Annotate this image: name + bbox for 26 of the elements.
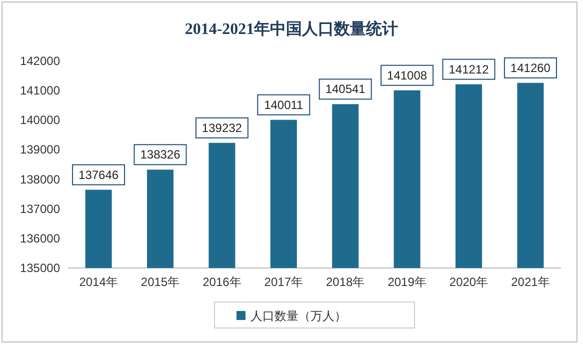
- y-tick-label: 138000: [20, 172, 60, 186]
- legend-label: 人口数量（万人）: [250, 309, 346, 323]
- y-tick-label: 136000: [20, 231, 60, 246]
- y-tick-label: 137000: [20, 202, 60, 216]
- data-label: 138326: [140, 148, 181, 162]
- chart-title: 2014-2021年中国人口数量统计: [184, 20, 398, 38]
- data-label: 140541: [325, 82, 366, 96]
- data-label: 141212: [448, 62, 490, 76]
- y-tick-label: 135000: [20, 261, 60, 275]
- data-label: 141008: [387, 68, 428, 82]
- y-tick-label: 141000: [20, 84, 60, 98]
- x-tick-label: 2014年: [79, 275, 118, 289]
- y-tick-label: 142000: [20, 54, 60, 68]
- y-tick-label: 140000: [20, 113, 60, 128]
- x-tick-label: 2015年: [140, 275, 180, 289]
- x-tick-label: 2016年: [202, 275, 242, 289]
- y-tick-label: 139000: [20, 142, 60, 157]
- x-tick-label: 2018年: [326, 275, 365, 289]
- x-tick-label: 2021年: [511, 275, 550, 289]
- data-label: 141260: [510, 60, 551, 75]
- x-tick-label: 2017年: [264, 275, 303, 289]
- data-label: 140011: [264, 98, 304, 112]
- data-label: 139232: [202, 120, 242, 135]
- x-tick-label: 2019年: [388, 275, 426, 289]
- x-tick-label: 2020年: [449, 275, 488, 289]
- data-label: 137646: [78, 168, 119, 182]
